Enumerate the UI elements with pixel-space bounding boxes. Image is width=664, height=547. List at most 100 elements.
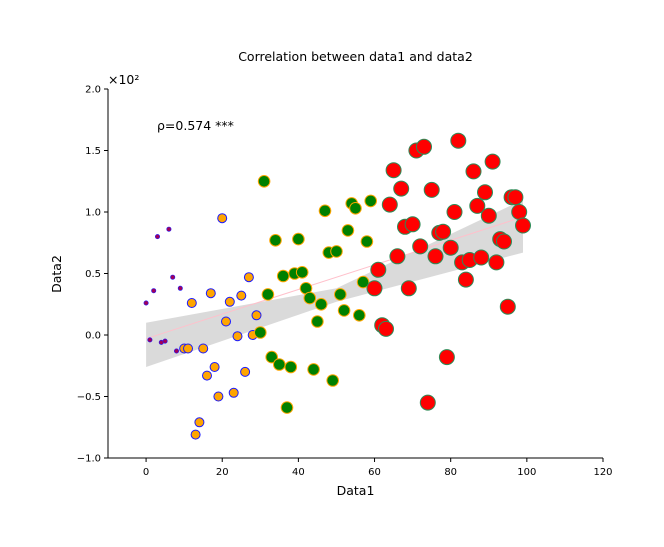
group1-point xyxy=(162,338,168,344)
group3-point xyxy=(330,245,343,258)
group1-point xyxy=(170,274,176,280)
group4-point xyxy=(477,184,493,201)
group2-point xyxy=(202,370,212,381)
group2-point xyxy=(183,343,193,354)
group1-point xyxy=(166,226,172,232)
group2-point xyxy=(213,391,224,402)
group3-point xyxy=(314,298,328,311)
group4-point xyxy=(507,189,524,206)
group3-point xyxy=(311,315,324,328)
group4-point xyxy=(400,280,417,297)
group3-point xyxy=(292,232,305,246)
group3-point xyxy=(261,288,275,301)
x-tick-label: 120 xyxy=(593,467,612,478)
group3-point xyxy=(341,224,355,237)
group3-point xyxy=(295,266,309,279)
group2-point xyxy=(243,272,254,283)
y-axis-label: Data2 xyxy=(49,255,64,293)
group4-point xyxy=(393,180,410,197)
confidence-band xyxy=(146,199,523,367)
group4-point xyxy=(370,261,387,278)
group3-point xyxy=(276,269,290,283)
group2-point xyxy=(251,310,262,321)
group4-point xyxy=(381,196,398,213)
y-tick-label: 0.5 xyxy=(85,269,101,280)
group4-point xyxy=(412,238,429,255)
group4-point xyxy=(435,223,452,240)
group4-point xyxy=(427,248,444,265)
y-tick-label: 1.5 xyxy=(85,146,101,157)
group3-point xyxy=(318,204,332,218)
x-tick-label: 80 xyxy=(444,467,457,478)
group2-point xyxy=(190,429,201,440)
group3-point xyxy=(307,363,320,376)
y-tick-label: −1.0 xyxy=(77,454,101,465)
group2-point xyxy=(205,288,216,299)
group4-point xyxy=(416,138,432,155)
group4-point xyxy=(511,204,528,220)
x-tick-label: 100 xyxy=(517,467,536,478)
group3-point xyxy=(303,291,317,305)
group1-point xyxy=(177,285,183,291)
ticks: 0 20 40 60 80 100 120 −1.0 −0.5 0.0 0.5 1.0 1.5 2.0 xyxy=(77,85,613,479)
group4-point xyxy=(423,181,440,198)
group2-point xyxy=(228,387,239,398)
group3-point xyxy=(334,288,347,301)
y-tick-label: 2.0 xyxy=(85,85,101,96)
group2-point xyxy=(186,298,197,308)
regression-line xyxy=(145,216,524,340)
group4-point xyxy=(404,216,421,233)
group4-point xyxy=(419,394,436,411)
group3-point xyxy=(253,326,267,339)
group4-point xyxy=(385,162,402,179)
group2-point xyxy=(224,296,235,307)
x-tick-label: 40 xyxy=(292,467,305,478)
group2-point xyxy=(194,417,205,428)
group2-point xyxy=(198,343,209,354)
chart-title: Correlation between data1 and data2 xyxy=(238,49,473,64)
group1-point xyxy=(147,337,153,343)
group3-point xyxy=(349,202,362,215)
correlation-annotation: ρ=0.574 *** xyxy=(157,118,234,133)
group3-point xyxy=(284,360,298,374)
group2-point xyxy=(232,331,243,342)
group2-point xyxy=(217,213,228,224)
group4-point xyxy=(469,197,486,214)
group3-point xyxy=(280,401,294,414)
group2-point xyxy=(221,316,231,327)
plot-area xyxy=(143,132,531,440)
group1-point xyxy=(143,300,149,306)
group2-point xyxy=(236,290,247,301)
group3-point xyxy=(265,350,279,364)
group4-point xyxy=(488,254,505,271)
group4-point xyxy=(378,320,394,337)
group4-point xyxy=(438,349,455,366)
group3-point xyxy=(257,175,271,188)
group4-point xyxy=(389,248,406,265)
y-tick-label: −0.5 xyxy=(77,392,101,403)
x-tick-label: 20 xyxy=(216,467,229,478)
x-tick-label: 60 xyxy=(368,467,381,478)
y-scale-multiplier: ×10² xyxy=(108,72,139,87)
group4-point xyxy=(480,207,497,224)
group3-point xyxy=(353,309,366,322)
x-axis-label: Data1 xyxy=(337,483,375,498)
group4-point xyxy=(442,239,459,256)
group2-point xyxy=(240,366,251,377)
group4-point xyxy=(515,217,531,234)
group3-point xyxy=(360,235,374,248)
group2-point xyxy=(209,362,220,372)
group4-point xyxy=(496,233,512,250)
group4-point xyxy=(450,132,467,149)
group3-point xyxy=(273,358,286,371)
x-tick-label: 0 xyxy=(143,467,149,478)
y-tick-label: 0.0 xyxy=(85,331,101,342)
group3-point xyxy=(269,234,282,247)
group3-point xyxy=(364,194,378,208)
group1-point xyxy=(155,234,161,240)
group4-point xyxy=(457,271,474,288)
group4-point xyxy=(484,153,501,170)
group3-point xyxy=(337,304,351,317)
